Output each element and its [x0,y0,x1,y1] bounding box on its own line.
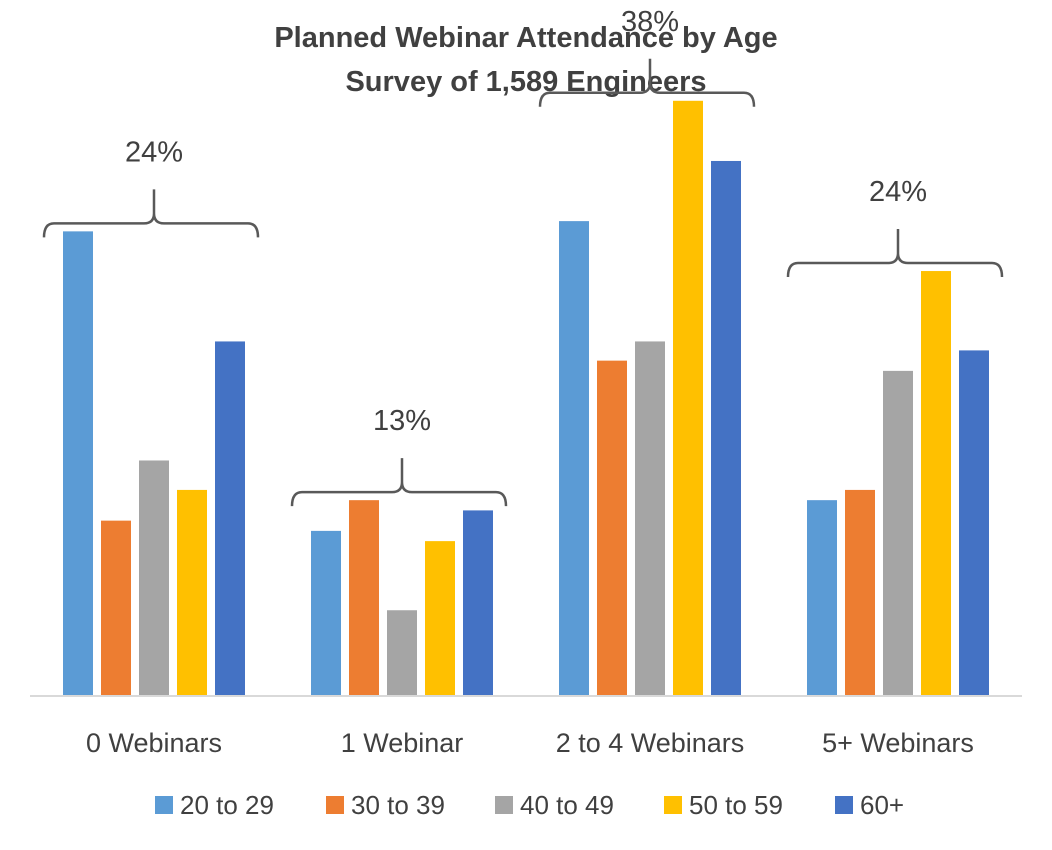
legend-swatch-60 [835,796,853,814]
group-total-0-webinars: 24% [125,136,183,168]
legend: 20 to 29 30 to 39 40 to 49 50 to 59 60+ [155,790,904,820]
bar-1-webinar-40-to-49 [387,610,417,696]
legend-swatch-40-to-49 [495,796,513,814]
bracket-2-to-4-webinars [538,58,756,107]
bar-0-webinars-30-to-39 [101,520,131,696]
bar-2-to-4-webinars-40-to-49 [635,341,665,696]
bar-5-webinars-60 [959,350,989,696]
chart-title: Planned Webinar Attendance by Age [274,22,777,54]
bar-5-webinars-20-to-29 [807,500,837,696]
legend-swatch-50-to-59 [664,796,682,814]
bar-0-webinars-50-to-59 [177,489,207,696]
bar-5-webinars-40-to-49 [883,370,913,696]
bars-group [63,100,989,697]
legend-swatch-20-to-29 [155,796,173,814]
bar-2-to-4-webinars-20-to-29 [559,221,589,696]
bar-0-webinars-60 [215,341,245,696]
bar-2-to-4-webinars-60 [711,160,741,696]
bar-0-webinars-20-to-29 [63,231,93,697]
group-total-2-to-4-webinars: 38% [621,6,679,38]
bar-1-webinar-50-to-59 [425,541,455,696]
bar-1-webinar-20-to-29 [311,530,341,696]
bracket-5-webinars [786,229,1004,278]
bracket-0-webinars [42,189,260,238]
category-label-1-webinar: 1 Webinar [341,728,464,758]
legend-label-40-to-49: 40 to 49 [520,790,614,820]
bar-0-webinars-40-to-49 [139,460,169,696]
bracket-1-webinar [290,458,508,507]
bar-2-to-4-webinars-30-to-39 [597,360,627,696]
legend-label-20-to-29: 20 to 29 [180,790,274,820]
legend-label-50-to-59: 50 to 59 [689,790,783,820]
group-total-5-webinars: 24% [869,176,927,208]
bar-5-webinars-30-to-39 [845,489,875,696]
group-total-1-webinar: 13% [373,405,431,437]
legend-swatch-30-to-39 [326,796,344,814]
category-label-0-webinars: 0 Webinars [86,728,222,758]
category-labels: 0 Webinars 1 Webinar 2 to 4 Webinars 5+ Web… [86,728,974,758]
legend-label-60: 60+ [860,790,904,820]
bar-5-webinars-50-to-59 [921,271,951,696]
category-label-2-to-4-webinars: 2 to 4 Webinars [556,728,745,758]
group-brackets: 24% 13% 38% 24% [42,6,1004,507]
bar-1-webinar-60 [463,510,493,696]
legend-label-30-to-39: 30 to 39 [351,790,445,820]
category-label-5-webinars: 5+ Webinars [822,728,974,758]
bar-1-webinar-30-to-39 [349,500,379,696]
chart-subtitle: Survey of 1,589 Engineers [345,66,706,98]
bar-2-to-4-webinars-50-to-59 [673,100,703,697]
